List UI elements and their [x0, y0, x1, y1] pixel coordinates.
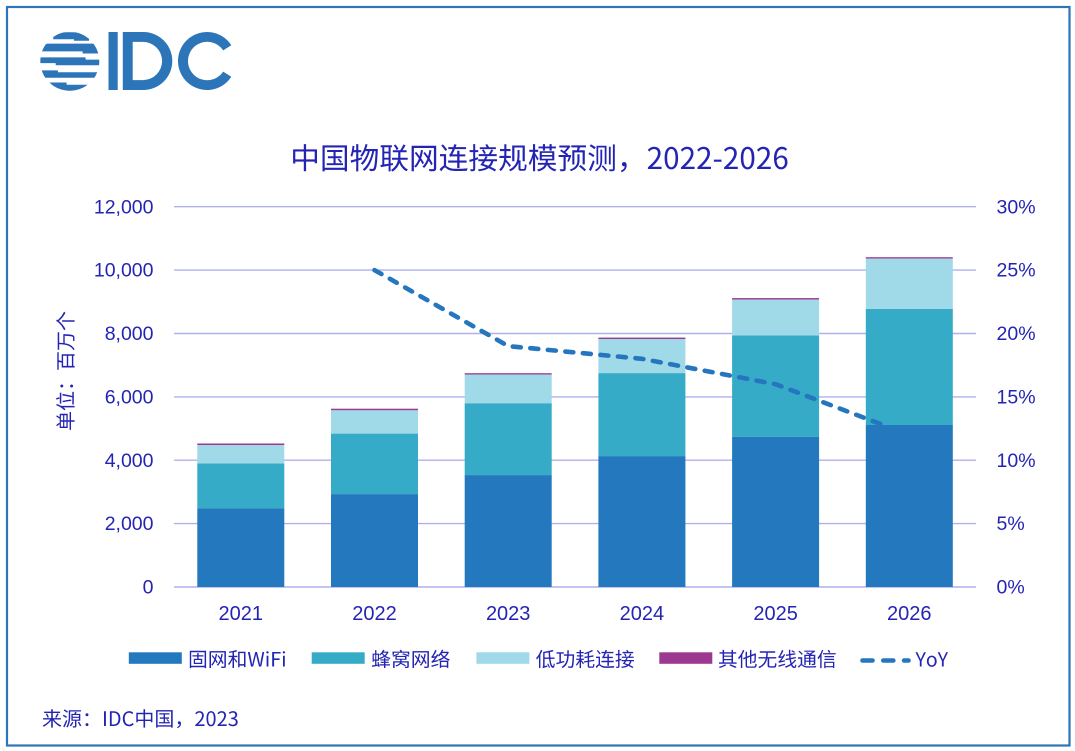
svg-text:4,000: 4,000 [105, 450, 154, 472]
svg-text:0: 0 [143, 577, 154, 599]
svg-text:2,000: 2,000 [105, 513, 154, 535]
svg-text:25%: 25% [997, 260, 1036, 282]
svg-text:30%: 30% [997, 196, 1036, 218]
svg-text:0%: 0% [997, 577, 1025, 599]
svg-text:10%: 10% [997, 450, 1036, 472]
svg-text:2021: 2021 [219, 603, 264, 625]
svg-text:8,000: 8,000 [105, 323, 154, 345]
svg-text:2022: 2022 [352, 603, 397, 625]
svg-text:15%: 15% [997, 387, 1036, 409]
svg-text:6,000: 6,000 [105, 387, 154, 409]
svg-text:2026: 2026 [887, 603, 932, 625]
svg-text:20%: 20% [997, 323, 1036, 345]
svg-text:2024: 2024 [620, 603, 665, 625]
svg-text:2025: 2025 [753, 603, 798, 625]
svg-text:10,000: 10,000 [94, 260, 154, 282]
svg-text:2023: 2023 [486, 603, 531, 625]
svg-text:12,000: 12,000 [94, 196, 154, 218]
svg-text:5%: 5% [997, 513, 1025, 535]
